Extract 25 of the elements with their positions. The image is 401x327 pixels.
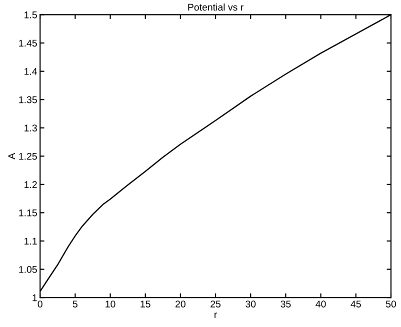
y-tick-label: 1.35 (19, 96, 37, 104)
x-tick-label: 45 (350, 300, 361, 308)
y-tick-label: 1.05 (19, 266, 37, 273)
y-tick-label: 1 (32, 294, 37, 302)
y-tick-label: 1.4 (24, 68, 38, 75)
x-tick-label: 30 (246, 300, 256, 308)
x-tick-label: 40 (316, 300, 326, 308)
x-tick-label: 20 (176, 300, 186, 308)
x-tick-label: 35 (280, 300, 291, 308)
x-tick-label: 15 (140, 300, 150, 308)
y-tick-label: 1.45 (19, 40, 37, 47)
y-tick-label: 1.25 (19, 152, 37, 160)
x-tick-label: 0 (38, 300, 42, 308)
y-axis-title: A (8, 152, 15, 160)
x-tick-label: 10 (106, 300, 116, 308)
y-tick-label: 1.2 (24, 181, 37, 188)
chart-title: Potential vs r (188, 4, 244, 11)
x-tick-label: 50 (386, 300, 396, 308)
x-tick-label: 5 (72, 300, 78, 308)
y-tick-label: 1.5 (24, 12, 37, 18)
x-axis-title: r (214, 312, 217, 318)
y-tick-label: 1.15 (19, 210, 37, 216)
x-tick-label: 25 (210, 300, 221, 308)
y-tick-label: 1.1 (24, 238, 37, 245)
y-tick-label: 1.3 (24, 124, 37, 132)
